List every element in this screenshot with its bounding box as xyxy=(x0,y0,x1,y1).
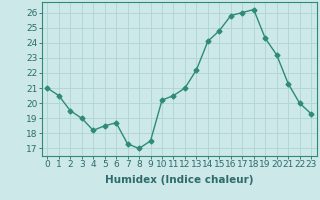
X-axis label: Humidex (Indice chaleur): Humidex (Indice chaleur) xyxy=(105,175,253,185)
